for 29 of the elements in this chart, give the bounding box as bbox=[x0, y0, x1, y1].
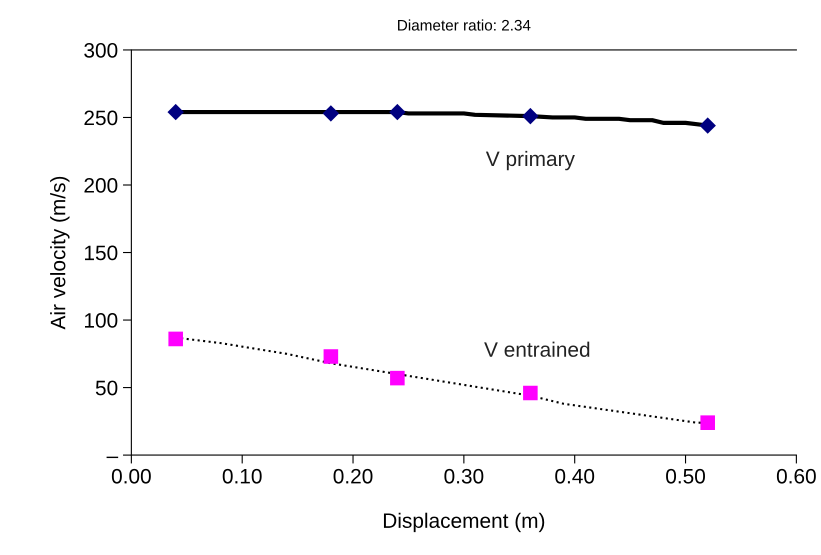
point bbox=[699, 117, 716, 134]
x-tick-label: 0.10 bbox=[222, 468, 262, 484]
point bbox=[324, 349, 338, 364]
x-tick-label: 0.60 bbox=[776, 468, 816, 484]
x-tick-label: 0.30 bbox=[444, 468, 484, 484]
y-tick-label: 300 bbox=[84, 42, 118, 58]
y-tick-label: 100 bbox=[85, 313, 118, 328]
x-tick-label: 0.50 bbox=[666, 468, 705, 484]
point bbox=[168, 332, 183, 346]
x-tick-label: 0.40 bbox=[555, 468, 594, 484]
point bbox=[700, 415, 715, 430]
point bbox=[322, 105, 340, 122]
y-tick-label: 50 bbox=[96, 380, 118, 396]
point bbox=[389, 104, 406, 120]
x-tick-label: 0.00 bbox=[112, 468, 151, 484]
point bbox=[390, 370, 405, 386]
x-axis-title: Displacement (m) bbox=[384, 512, 544, 532]
y-tick-label: – bbox=[106, 456, 118, 458]
series-label: V entrained bbox=[484, 342, 590, 357]
point bbox=[522, 108, 539, 124]
point bbox=[167, 104, 184, 120]
y-tick-label: 150 bbox=[85, 246, 118, 260]
y-tick-label: 250 bbox=[84, 110, 118, 126]
y-axis-title: Air velocity (m/s) bbox=[50, 176, 70, 330]
y-tick-label: 200 bbox=[84, 178, 118, 193]
series-label: V primary bbox=[486, 150, 575, 170]
x-tick-label: 0.20 bbox=[334, 468, 372, 484]
point bbox=[523, 386, 538, 400]
chart-title: Diameter ratio: 2.34 bbox=[398, 19, 531, 31]
